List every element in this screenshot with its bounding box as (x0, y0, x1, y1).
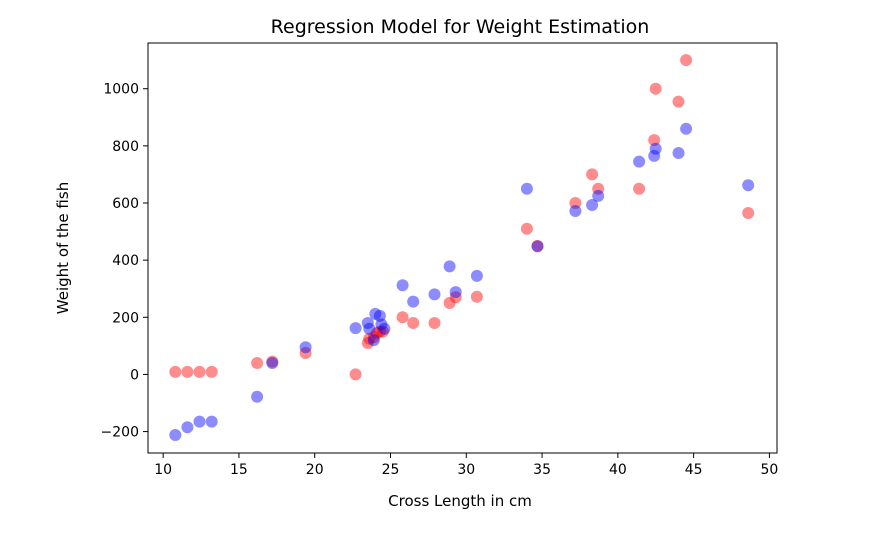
scatter-point-s1-9 (363, 322, 376, 335)
scatter-point-s1-21 (520, 182, 533, 195)
plot-area-frame (147, 42, 778, 454)
scatter-point-s1-24 (586, 199, 599, 211)
scatter-point-s0-1 (181, 365, 194, 378)
scatter-point-s1-3 (205, 415, 218, 428)
scatter-point-s0-13 (376, 325, 389, 338)
scatter-point-s1-2 (193, 415, 206, 428)
scatter-point-s0-4 (251, 357, 264, 369)
scatter-point-s1-18 (443, 260, 456, 273)
x-tick-label: 45 (685, 462, 703, 478)
scatter-point-s0-12 (373, 325, 386, 338)
scatter-point-s1-31 (742, 179, 755, 192)
scatter-point-s0-20 (520, 222, 533, 235)
scatter-point-s1-4 (251, 390, 264, 403)
x-axis: 10 15 20 25 30 35 40 45 50 (154, 453, 778, 478)
x-tick-label: 25 (382, 462, 400, 478)
scatter-point-s0-27 (649, 82, 662, 95)
scatter-point-s0-5 (266, 355, 279, 368)
scatter-point-s0-22 (569, 197, 582, 209)
scatter-point-s0-18 (449, 291, 462, 304)
x-tick-label: 15 (230, 462, 248, 478)
scatter-point-s0-15 (407, 317, 420, 329)
scatter-point-s1-0 (169, 429, 182, 441)
y-tick-label: 0 (130, 367, 139, 383)
scatter-point-s0-29 (680, 54, 693, 67)
y-axis: −200 0 200 400 600 800 1000 (101, 82, 148, 441)
chart-title: Regression Model for Weight Estimation (271, 16, 650, 38)
scatter-point-s1-6 (299, 341, 312, 354)
scatter-point-s0-2 (193, 365, 206, 378)
scatter-point-s0-8 (361, 337, 374, 349)
y-tick-label: 400 (112, 253, 139, 269)
scatter-point-s1-16 (407, 295, 420, 308)
scatter-point-s0-11 (370, 327, 383, 339)
scatter-point-s1-12 (373, 309, 386, 322)
scatter-point-s1-10 (367, 334, 380, 347)
y-tick-label: 1000 (103, 82, 139, 98)
y-tick-label: 600 (112, 196, 139, 212)
scatter-point-s0-17 (443, 297, 456, 309)
x-tick-label: 30 (457, 462, 475, 478)
x-tick-label: 10 (154, 462, 172, 478)
scatter-point-s1-11 (369, 307, 382, 320)
y-axis-label: Weight of the fish (54, 182, 72, 314)
scatter-point-s0-10 (367, 331, 380, 344)
scatter-point-s1-30 (680, 122, 693, 135)
x-tick-label: 40 (609, 462, 627, 478)
scatter-point-s0-26 (648, 134, 661, 147)
scatter-point-s0-19 (470, 290, 483, 303)
scatter-point-s0-21 (531, 239, 544, 252)
scatter-point-s0-23 (586, 168, 599, 181)
scatter-point-s0-9 (363, 332, 376, 345)
scatter-point-s0-30 (742, 207, 755, 219)
scatter-point-s1-20 (470, 269, 483, 282)
scatter-point-s1-1 (181, 421, 194, 434)
scatter-point-s0-24 (592, 182, 605, 195)
points-layer (169, 54, 755, 441)
scatter-point-s0-28 (672, 95, 685, 108)
scatter-point-s1-17 (428, 288, 441, 301)
scatter-point-s1-14 (378, 322, 391, 335)
scatter-point-s0-0 (169, 365, 182, 378)
y-tick-label: 200 (112, 310, 139, 326)
x-tick-label: 50 (761, 462, 779, 478)
scatter-point-s1-5 (266, 357, 279, 369)
scatter-point-s0-25 (633, 182, 646, 195)
scatter-point-s1-19 (449, 286, 462, 299)
scatter-point-s1-7 (349, 322, 362, 335)
scatter-point-s1-27 (648, 149, 661, 162)
x-tick-label: 20 (306, 462, 324, 478)
scatter-point-s1-23 (569, 205, 582, 217)
scatter-point-s0-14 (396, 311, 409, 324)
scatter-point-s1-13 (375, 318, 388, 331)
y-tick-label: −200 (101, 425, 139, 441)
x-tick-label: 35 (533, 462, 551, 478)
scatter-point-s0-7 (349, 368, 362, 381)
scatter-point-s1-25 (592, 189, 605, 202)
scatter-point-s1-28 (649, 142, 662, 155)
scatter-point-s0-6 (299, 347, 312, 359)
scatter-point-s0-3 (205, 365, 218, 378)
scatter-point-s0-16 (428, 317, 441, 329)
scatter-point-s1-15 (396, 279, 409, 292)
x-axis-label: Cross Length in cm (388, 492, 532, 510)
scatter-point-s1-22 (531, 240, 544, 253)
scatter-point-s1-26 (633, 155, 646, 168)
scatter-point-s1-29 (672, 147, 685, 159)
y-tick-label: 800 (112, 139, 139, 155)
scatter-point-s1-8 (361, 317, 374, 329)
